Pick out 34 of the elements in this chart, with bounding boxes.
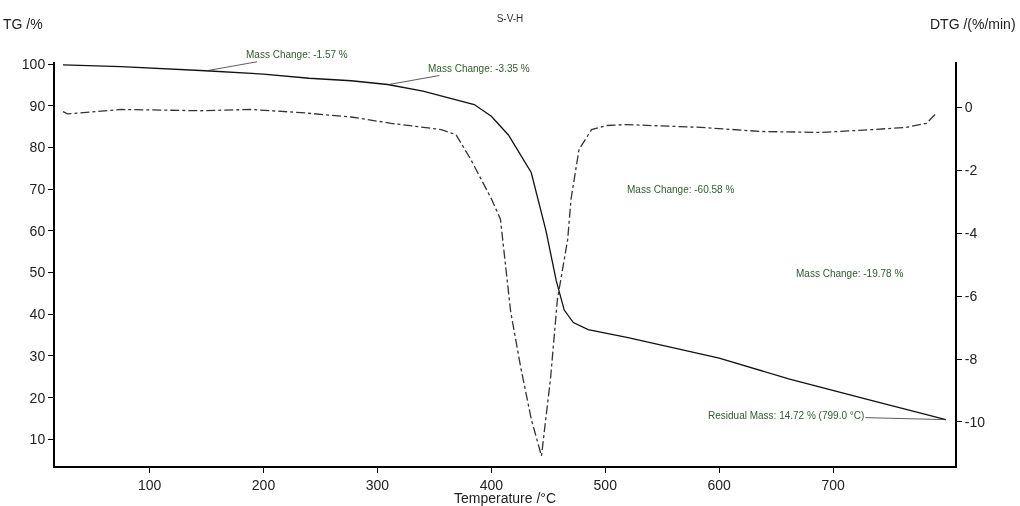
y2-tick-label: 0 — [964, 99, 973, 116]
x-tick-label: 500 — [593, 476, 618, 493]
x-tick-label: 400 — [479, 476, 504, 493]
y2-tick-label: -2 — [964, 162, 978, 179]
y-tick-label: 50 — [29, 264, 46, 281]
annotation: Mass Change: -3.35 % — [428, 63, 530, 74]
line-series — [62, 64, 947, 421]
y-tick-label: 10 — [29, 431, 46, 448]
x-tick-label: 700 — [821, 476, 845, 493]
y-tick-label: 60 — [29, 222, 46, 239]
y-tick-label: 90 — [29, 97, 46, 114]
x-tick-label: 200 — [251, 476, 276, 493]
y2-axis-title: DTG /(%/min) — [930, 16, 1016, 32]
y2-tick-label: -6 — [964, 288, 978, 305]
x-axis-title: Temperature /°C — [453, 490, 557, 506]
annotation: Mass Change: -60.58 % — [627, 184, 735, 195]
y2-tick-label: -10 — [964, 413, 986, 430]
annotation: Mass Change: -19.78 % — [796, 268, 904, 279]
y-tick-label: 20 — [29, 389, 46, 406]
y-tick-label: 100 — [21, 55, 46, 72]
y2-tick-label: -4 — [964, 225, 978, 242]
y-tick-label: 30 — [29, 347, 46, 364]
y-tick-label: 40 — [29, 306, 46, 323]
x-tick-label: 600 — [707, 476, 732, 493]
annotation: Residual Mass: 14.72 % (799.0 °C) — [708, 410, 865, 421]
x-tick-label: 100 — [137, 476, 162, 493]
y-tick-label: 80 — [29, 139, 46, 156]
y-tick-label: 70 — [29, 181, 46, 198]
annotation: Mass Change: -1.57 % — [246, 49, 348, 60]
chart-title: S-V-H — [496, 13, 524, 25]
line-series — [62, 108, 937, 457]
y2-tick-label: -8 — [964, 351, 978, 368]
x-tick-label: 300 — [365, 476, 390, 493]
y-axis-title: TG /% — [3, 16, 43, 32]
